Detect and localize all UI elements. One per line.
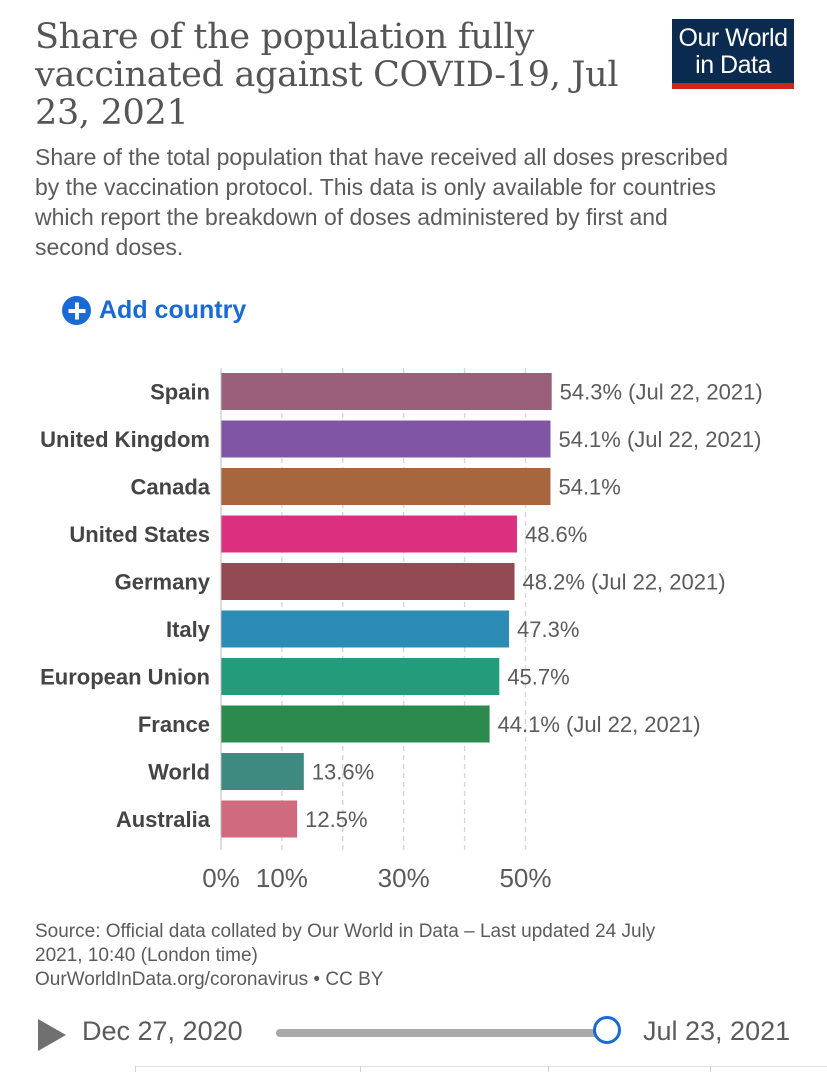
category-label: European Union xyxy=(40,665,210,690)
bar[interactable] xyxy=(221,468,551,505)
tab-divider-tick xyxy=(135,1066,136,1072)
chart-subtitle: Share of the total population that have … xyxy=(35,144,728,260)
category-label: Australia xyxy=(116,807,211,832)
bar[interactable] xyxy=(221,515,517,553)
tab-divider-tick xyxy=(360,1066,361,1072)
logo-line-2: in Data xyxy=(695,51,771,79)
x-tick-label: 30% xyxy=(378,863,430,893)
source-line-3[interactable]: OurWorldInData.org/coronavirus • CC BY xyxy=(35,969,384,990)
category-label: Spain xyxy=(150,380,210,405)
timeline-slider-handle[interactable] xyxy=(593,1016,621,1044)
source-note: Source: Official data collated by Our Wo… xyxy=(35,920,775,992)
x-tick-label: 50% xyxy=(499,863,551,893)
value-label: 12.5% xyxy=(305,807,367,832)
x-tick-label: 0% xyxy=(202,863,240,893)
value-label: 13.6% xyxy=(312,760,374,785)
timeline-control: Dec 27, 2020 Jul 23, 2021 xyxy=(0,1000,827,1072)
value-label: 44.1% (Jul 22, 2021) xyxy=(498,712,701,737)
timeline-slider-fill xyxy=(276,1029,610,1037)
play-icon[interactable] xyxy=(38,1019,66,1051)
bar[interactable] xyxy=(221,753,304,790)
category-label: Germany xyxy=(115,570,211,595)
category-label: Canada xyxy=(131,475,211,500)
bar[interactable] xyxy=(221,420,551,458)
source-line-1: Source: Official data collated by Our Wo… xyxy=(35,921,656,942)
bar[interactable] xyxy=(221,610,510,648)
value-label: 47.3% xyxy=(517,617,579,642)
chart-title: Share of the population fully vaccinated… xyxy=(35,17,619,133)
logo-line-1: Our World xyxy=(678,24,788,52)
value-label: 54.1% xyxy=(558,475,620,500)
value-label: 45.7% xyxy=(507,665,569,690)
bar-chart: Spain 54.3% (Jul 22, 2021) United Kingdom 5… xyxy=(40,368,763,893)
x-tick-label: 10% xyxy=(256,863,308,893)
logo-accent-bar xyxy=(672,83,794,89)
bar[interactable] xyxy=(221,800,298,838)
tab-divider-tick xyxy=(710,1066,711,1072)
bar[interactable] xyxy=(221,705,490,743)
value-label: 48.2% (Jul 22, 2021) xyxy=(523,570,726,595)
category-label: World xyxy=(148,760,210,785)
value-label: 54.3% (Jul 22, 2021) xyxy=(560,380,763,405)
category-label: United Kingdom xyxy=(40,427,210,452)
value-label: 54.1% (Jul 22, 2021) xyxy=(558,427,761,452)
bar[interactable] xyxy=(221,658,500,695)
owid-logo[interactable]: Our World in Data xyxy=(672,19,794,89)
value-label: 48.6% xyxy=(525,522,587,547)
timeline-slider-track[interactable] xyxy=(276,1029,610,1037)
add-country-label: Add country xyxy=(99,296,247,324)
timeline-end-date: Jul 23, 2021 xyxy=(643,1016,791,1046)
tab-divider-tick xyxy=(548,1066,549,1072)
add-country-button[interactable]: Add country xyxy=(62,296,246,325)
timeline-start-date: Dec 27, 2020 xyxy=(82,1016,243,1046)
tab-bar-divider xyxy=(135,1066,827,1067)
source-line-2: 2021, 10:40 (London time) xyxy=(35,945,258,966)
category-label: Italy xyxy=(166,617,211,642)
category-label: France xyxy=(138,712,210,737)
plus-circle-icon xyxy=(62,296,91,325)
bar[interactable] xyxy=(221,373,552,410)
category-label: United States xyxy=(69,522,210,547)
bar[interactable] xyxy=(221,563,515,600)
